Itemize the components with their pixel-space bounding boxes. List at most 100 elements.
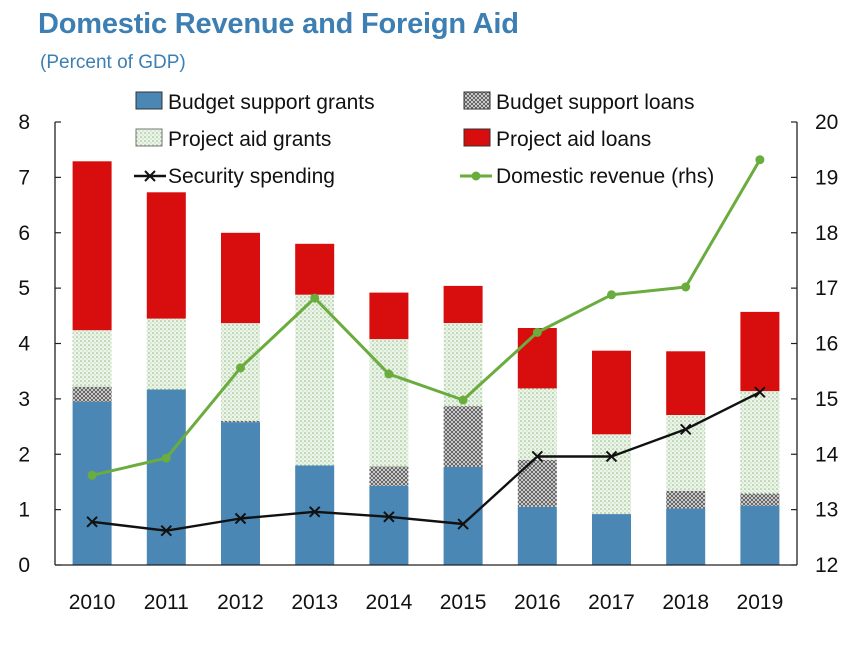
legend-item-project-aid-loans: Project aid loans (463, 128, 651, 151)
bar-project-aid-loans-2011 (146, 192, 186, 319)
legend-item-domestic-revenue: Domestic revenue (rhs) (460, 165, 714, 188)
bar-budget-support-grants-2017 (592, 514, 631, 565)
x-tick-label-2012: 2012 (217, 591, 264, 614)
bar-project-aid-grants-2015 (443, 323, 483, 407)
point-domestic-revenue-2011 (161, 453, 171, 463)
point-security-spending-2010 (86, 516, 98, 528)
bar-project-aid-loans-2016 (517, 328, 557, 389)
y-tick-label-1: 1 (18, 499, 30, 522)
chart-subtitle: (Percent of GDP) (40, 52, 186, 73)
bar-budget-support-grants-2013 (295, 465, 335, 565)
bar-project-aid-loans-2013 (295, 243, 335, 295)
bar-project-aid-grants-2019 (740, 391, 780, 494)
chart-title: Domestic Revenue and Foreign Aid (38, 8, 519, 40)
bar-project-aid-grants-2011 (146, 318, 186, 390)
x-tick-label-2014: 2014 (366, 591, 413, 614)
point-domestic-revenue-2013 (310, 293, 320, 303)
bar-budget-support-loans-2010 (72, 386, 112, 402)
y2-tick-label-20: 20 (815, 111, 838, 134)
y-tick-label-6: 6 (18, 222, 30, 245)
point-domestic-revenue-2014 (384, 369, 394, 379)
bar-budget-support-loans-2015 (443, 406, 483, 467)
point-domestic-revenue-2012 (236, 363, 245, 373)
y2-tick-label-16: 16 (815, 333, 838, 356)
y2-tick-label-14: 14 (815, 443, 839, 466)
y-tick-label-0: 0 (18, 554, 30, 577)
point-security-spending-2019 (754, 386, 766, 398)
bar-project-aid-loans-2017 (592, 350, 631, 435)
legend-label-budget-support-grants: Budget support grants (168, 91, 375, 114)
line-domestic-revenue (91, 158, 762, 477)
point-domestic-revenue-2018 (681, 282, 691, 292)
bar-budget-support-loans-2016 (517, 459, 557, 507)
point-security-spending-2013 (308, 506, 321, 518)
bar-budget-support-grants-2019 (740, 505, 780, 565)
bar-budget-support-grants-2016 (517, 506, 557, 565)
legend-label-security-spending: Security spending (168, 165, 335, 188)
bar-budget-support-grants-2015 (443, 467, 483, 565)
point-security-spending-2018 (679, 423, 692, 436)
bar-budget-support-loans-2012 (221, 421, 260, 423)
y2-tick-label-12: 12 (815, 554, 838, 577)
bar-budget-support-grants-2010 (72, 401, 112, 565)
bar-budget-support-loans-2018 (666, 490, 706, 509)
bar-budget-support-grants-2014 (369, 485, 409, 565)
y2-tick-label-17: 17 (815, 277, 838, 300)
bar-project-aid-grants-2010 (72, 330, 112, 387)
legend-swatch-budget-support-loans (463, 91, 491, 110)
y-tick-label-5: 5 (18, 277, 30, 300)
point-domestic-revenue-2010 (87, 470, 97, 480)
y2-tick-label-19: 19 (815, 166, 838, 189)
legend-marker-domestic-revenue (471, 171, 481, 181)
point-security-spending-2016 (531, 450, 544, 463)
legend-item-security-spending: Security spending (134, 165, 335, 188)
legend-marker-security-spending (144, 170, 156, 182)
point-security-spending-2012 (234, 512, 247, 525)
x-tick-label-2015: 2015 (440, 591, 487, 614)
y2-tick-label-15: 15 (815, 388, 838, 411)
bar-project-aid-loans-2012 (221, 232, 260, 324)
y-tick-label-7: 7 (18, 166, 30, 189)
bar-project-aid-grants-2016 (517, 388, 557, 460)
point-domestic-revenue-2016 (532, 327, 542, 337)
point-domestic-revenue-2017 (607, 290, 616, 300)
lines-layer (86, 155, 766, 537)
legend-label-budget-support-loans: Budget support loans (496, 91, 694, 114)
bar-budget-support-loans-2019 (740, 493, 780, 506)
legend-swatch-project-aid-loans (463, 128, 491, 147)
bar-budget-support-loans-2014 (369, 466, 409, 486)
bar-project-aid-grants-2017 (592, 434, 631, 514)
bar-project-aid-loans-2015 (443, 285, 483, 323)
point-security-spending-2011 (160, 524, 173, 537)
bar-project-aid-loans-2014 (369, 292, 409, 340)
x-tick-label-2013: 2013 (291, 591, 338, 614)
bar-budget-support-grants-2011 (146, 389, 186, 565)
legend-swatch-project-aid-grants (135, 128, 163, 147)
legend-swatch-budget-support-grants (135, 91, 163, 110)
point-security-spending-2015 (457, 518, 469, 530)
legend-item-budget-support-grants: Budget support grants (135, 91, 375, 114)
bar-project-aid-grants-2013 (295, 294, 335, 466)
legend-label-project-aid-grants: Project aid grants (168, 128, 331, 151)
bar-project-aid-grants-2018 (666, 414, 706, 491)
bar-budget-support-grants-2012 (221, 422, 260, 565)
point-domestic-revenue-2019 (755, 155, 765, 165)
x-tick-label-2016: 2016 (514, 591, 561, 614)
point-security-spending-2017 (605, 450, 618, 463)
bar-project-aid-loans-2019 (740, 311, 780, 392)
point-security-spending-2014 (383, 511, 395, 523)
legend-item-project-aid-grants: Project aid grants (135, 128, 331, 151)
x-tick-label-2019: 2019 (737, 591, 784, 614)
legend-item-budget-support-loans: Budget support loans (463, 91, 694, 114)
bars-layer (72, 161, 780, 565)
point-domestic-revenue-2015 (458, 395, 468, 405)
legend: Budget support grants Budget support loa… (134, 91, 714, 188)
x-tick-label-2017: 2017 (588, 591, 635, 614)
legend-label-project-aid-loans: Project aid loans (496, 128, 651, 151)
y2-tick-label-18: 18 (815, 222, 838, 245)
y-tick-label-2: 2 (18, 443, 30, 466)
bar-budget-support-grants-2018 (666, 508, 706, 565)
legend-label-domestic-revenue: Domestic revenue (rhs) (496, 165, 714, 188)
